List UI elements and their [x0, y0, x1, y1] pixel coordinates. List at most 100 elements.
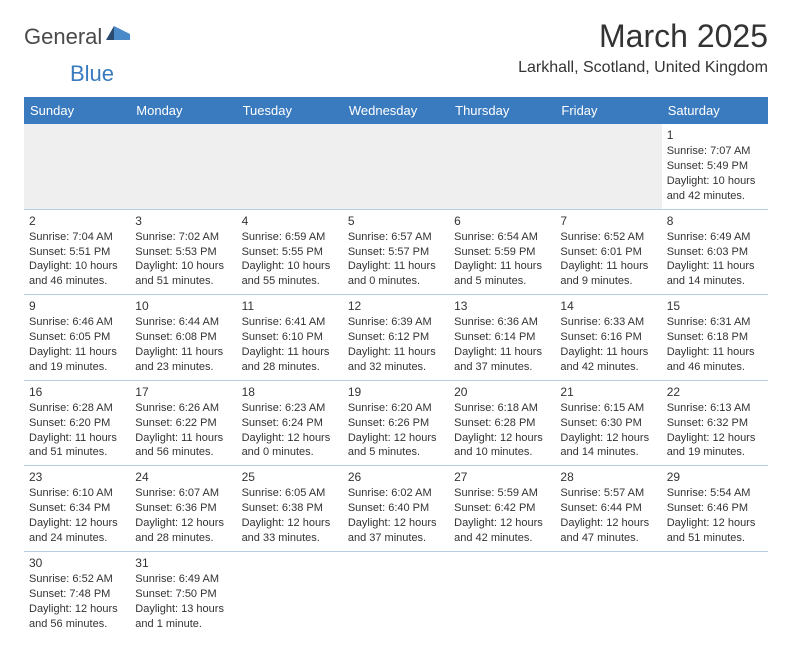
sunset-text: Sunset: 6:42 PM: [454, 501, 550, 516]
sunrise-text: Sunrise: 6:05 AM: [242, 486, 338, 501]
sunset-text: Sunset: 5:59 PM: [454, 245, 550, 260]
weekday-header: Sunday: [24, 97, 130, 124]
weekday-header: Friday: [555, 97, 661, 124]
location: Larkhall, Scotland, United Kingdom: [518, 59, 768, 77]
sunrise-text: Sunrise: 6:49 AM: [135, 572, 231, 587]
sunrise-text: Sunrise: 7:07 AM: [667, 144, 763, 159]
day-number: 7: [560, 213, 656, 229]
title-block: March 2025 Larkhall, Scotland, United Ki…: [518, 18, 768, 77]
sunset-text: Sunset: 6:38 PM: [242, 501, 338, 516]
sunset-text: Sunset: 6:10 PM: [242, 330, 338, 345]
sunrise-text: Sunrise: 6:39 AM: [348, 315, 444, 330]
sunrise-text: Sunrise: 6:31 AM: [667, 315, 763, 330]
day-number: 30: [29, 555, 125, 571]
calendar-header-row: Sunday Monday Tuesday Wednesday Thursday…: [24, 97, 768, 124]
day-number: 14: [560, 298, 656, 314]
calendar-cell: 23Sunrise: 6:10 AMSunset: 6:34 PMDayligh…: [24, 466, 130, 552]
calendar-cell: 3Sunrise: 7:02 AMSunset: 5:53 PMDaylight…: [130, 209, 236, 295]
day-number: 31: [135, 555, 231, 571]
sunset-text: Sunset: 6:24 PM: [242, 416, 338, 431]
month-title: March 2025: [518, 18, 768, 55]
sunrise-text: Sunrise: 6:10 AM: [29, 486, 125, 501]
calendar-cell: 20Sunrise: 6:18 AMSunset: 6:28 PMDayligh…: [449, 380, 555, 466]
sunset-text: Sunset: 6:28 PM: [454, 416, 550, 431]
sunset-text: Sunset: 6:20 PM: [29, 416, 125, 431]
brand-part1: General: [24, 24, 102, 50]
day-number: 11: [242, 298, 338, 314]
sunrise-text: Sunrise: 6:07 AM: [135, 486, 231, 501]
calendar-cell: 4Sunrise: 6:59 AMSunset: 5:55 PMDaylight…: [237, 209, 343, 295]
calendar-cell: 19Sunrise: 6:20 AMSunset: 6:26 PMDayligh…: [343, 380, 449, 466]
calendar-row: 1Sunrise: 7:07 AMSunset: 5:49 PMDaylight…: [24, 124, 768, 209]
day-number: 24: [135, 469, 231, 485]
daylight-text: Daylight: 12 hours and 28 minutes.: [135, 516, 231, 546]
sunset-text: Sunset: 6:08 PM: [135, 330, 231, 345]
daylight-text: Daylight: 12 hours and 37 minutes.: [348, 516, 444, 546]
sunrise-text: Sunrise: 6:15 AM: [560, 401, 656, 416]
day-number: 29: [667, 469, 763, 485]
day-number: 12: [348, 298, 444, 314]
day-number: 13: [454, 298, 550, 314]
daylight-text: Daylight: 11 hours and 56 minutes.: [135, 431, 231, 461]
calendar-cell: 26Sunrise: 6:02 AMSunset: 6:40 PMDayligh…: [343, 466, 449, 552]
sunset-text: Sunset: 6:36 PM: [135, 501, 231, 516]
daylight-text: Daylight: 11 hours and 32 minutes.: [348, 345, 444, 375]
calendar-cell: [343, 124, 449, 209]
sunrise-text: Sunrise: 6:49 AM: [667, 230, 763, 245]
daylight-text: Daylight: 12 hours and 5 minutes.: [348, 431, 444, 461]
daylight-text: Daylight: 12 hours and 19 minutes.: [667, 431, 763, 461]
sunset-text: Sunset: 7:50 PM: [135, 587, 231, 602]
calendar-cell: 11Sunrise: 6:41 AMSunset: 6:10 PMDayligh…: [237, 295, 343, 381]
calendar-cell: [662, 551, 768, 636]
brand-part2: Blue: [70, 61, 114, 87]
calendar-cell: 15Sunrise: 6:31 AMSunset: 6:18 PMDayligh…: [662, 295, 768, 381]
daylight-text: Daylight: 10 hours and 55 minutes.: [242, 259, 338, 289]
day-number: 20: [454, 384, 550, 400]
sunrise-text: Sunrise: 6:36 AM: [454, 315, 550, 330]
day-number: 6: [454, 213, 550, 229]
calendar-cell: [24, 124, 130, 209]
sunset-text: Sunset: 6:44 PM: [560, 501, 656, 516]
daylight-text: Daylight: 10 hours and 46 minutes.: [29, 259, 125, 289]
daylight-text: Daylight: 11 hours and 9 minutes.: [560, 259, 656, 289]
calendar-cell: 13Sunrise: 6:36 AMSunset: 6:14 PMDayligh…: [449, 295, 555, 381]
sunrise-text: Sunrise: 7:04 AM: [29, 230, 125, 245]
weekday-header: Monday: [130, 97, 236, 124]
daylight-text: Daylight: 12 hours and 47 minutes.: [560, 516, 656, 546]
weekday-header: Tuesday: [237, 97, 343, 124]
sunset-text: Sunset: 5:49 PM: [667, 159, 763, 174]
calendar-cell: 16Sunrise: 6:28 AMSunset: 6:20 PMDayligh…: [24, 380, 130, 466]
calendar-cell: 22Sunrise: 6:13 AMSunset: 6:32 PMDayligh…: [662, 380, 768, 466]
sunrise-text: Sunrise: 6:59 AM: [242, 230, 338, 245]
calendar-row: 9Sunrise: 6:46 AMSunset: 6:05 PMDaylight…: [24, 295, 768, 381]
day-number: 19: [348, 384, 444, 400]
day-number: 25: [242, 469, 338, 485]
day-number: 21: [560, 384, 656, 400]
daylight-text: Daylight: 11 hours and 37 minutes.: [454, 345, 550, 375]
calendar-body: 1Sunrise: 7:07 AMSunset: 5:49 PMDaylight…: [24, 124, 768, 636]
daylight-text: Daylight: 11 hours and 0 minutes.: [348, 259, 444, 289]
day-number: 15: [667, 298, 763, 314]
sunset-text: Sunset: 5:57 PM: [348, 245, 444, 260]
sunset-text: Sunset: 5:55 PM: [242, 245, 338, 260]
sunset-text: Sunset: 6:46 PM: [667, 501, 763, 516]
sunrise-text: Sunrise: 6:20 AM: [348, 401, 444, 416]
day-number: 2: [29, 213, 125, 229]
sunset-text: Sunset: 6:30 PM: [560, 416, 656, 431]
sunrise-text: Sunrise: 6:54 AM: [454, 230, 550, 245]
sunrise-text: Sunrise: 5:54 AM: [667, 486, 763, 501]
sunrise-text: Sunrise: 6:18 AM: [454, 401, 550, 416]
sunrise-text: Sunrise: 6:41 AM: [242, 315, 338, 330]
calendar-cell: [449, 551, 555, 636]
daylight-text: Daylight: 12 hours and 56 minutes.: [29, 602, 125, 632]
sunrise-text: Sunrise: 6:26 AM: [135, 401, 231, 416]
calendar-cell: 27Sunrise: 5:59 AMSunset: 6:42 PMDayligh…: [449, 466, 555, 552]
calendar-cell: 24Sunrise: 6:07 AMSunset: 6:36 PMDayligh…: [130, 466, 236, 552]
day-number: 10: [135, 298, 231, 314]
page: General March 2025 Larkhall, Scotland, U…: [0, 0, 792, 654]
sunset-text: Sunset: 6:22 PM: [135, 416, 231, 431]
daylight-text: Daylight: 11 hours and 23 minutes.: [135, 345, 231, 375]
sunrise-text: Sunrise: 6:52 AM: [560, 230, 656, 245]
daylight-text: Daylight: 10 hours and 42 minutes.: [667, 174, 763, 204]
brand-logo: General: [24, 24, 134, 50]
